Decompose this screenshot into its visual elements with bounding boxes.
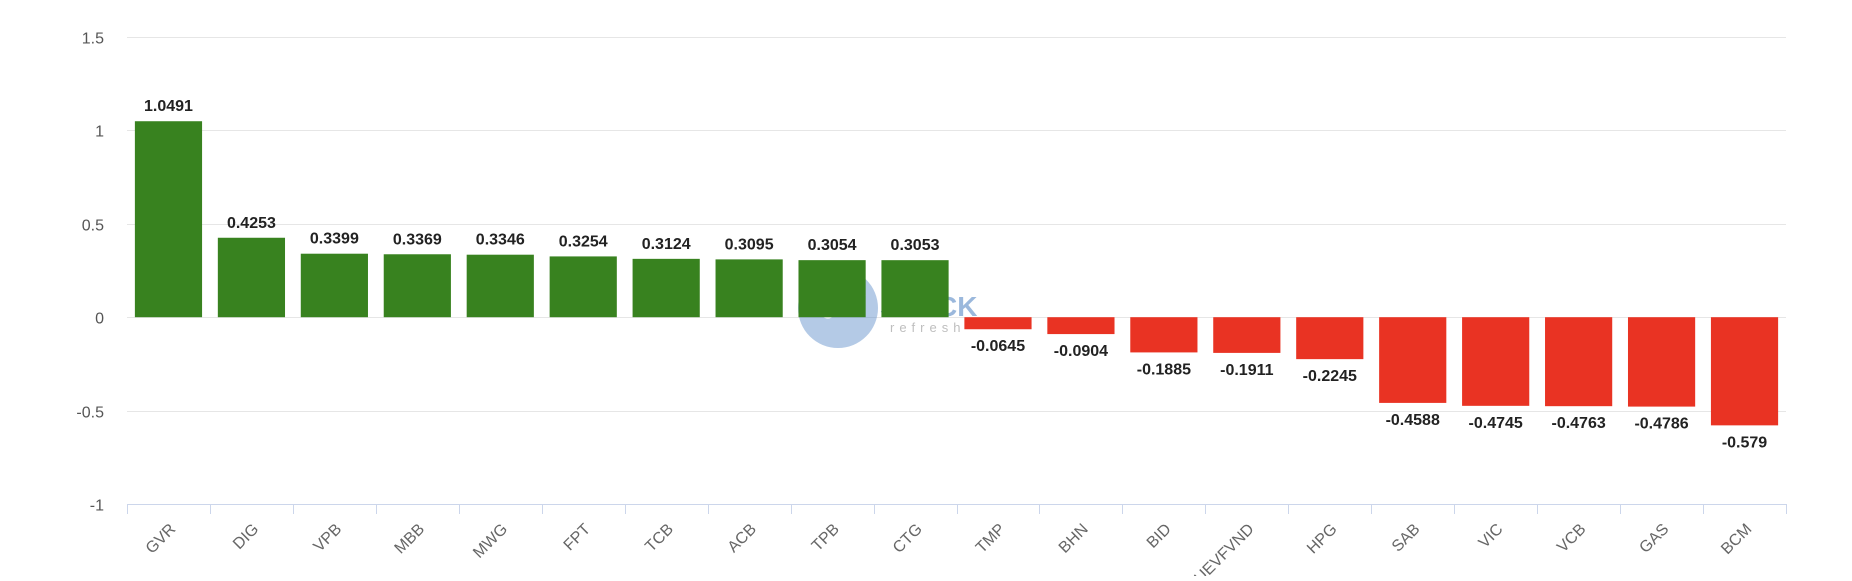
data-labels-layer: 1.0491 0.4253 0.3399 0.3369 0.3346 0.3254 0.31…: [144, 98, 1767, 451]
data-label: 0.3399: [310, 231, 359, 248]
bar-gas[interactable]: [1627, 317, 1696, 407]
y-tick-label: 1: [95, 124, 104, 141]
bar-tpb[interactable]: [798, 260, 866, 318]
data-label: -0.2245: [1303, 368, 1357, 385]
y-tick-label: 1.5: [82, 31, 104, 48]
x-tick-label: HPG: [1304, 521, 1341, 558]
x-tick-label: BID: [1144, 521, 1175, 552]
bar-acb[interactable]: [715, 259, 783, 318]
x-tick-label: GVR: [143, 521, 180, 558]
x-tick-label: VCB: [1554, 521, 1589, 556]
data-label: -0.0645: [971, 338, 1025, 355]
y-tick-label: -0.5: [76, 405, 104, 422]
data-label: 0.3254: [559, 233, 608, 250]
data-label: -0.4745: [1469, 415, 1523, 432]
grid-layer: 1.5 1 0.5 0 -0.5 -1: [76, 31, 1786, 515]
x-tick-label: TPB: [809, 521, 843, 555]
x-tick-label: FPT: [561, 521, 595, 555]
data-label: 0.3346: [476, 232, 525, 249]
x-tick-label: BHN: [1056, 521, 1092, 557]
bar-fuevfvnd[interactable]: [1213, 317, 1281, 353]
data-label: 1.0491: [144, 98, 193, 115]
x-tick-label: TCB: [642, 521, 677, 556]
data-label: 0.3054: [808, 237, 857, 254]
y-tick-label: 0: [95, 311, 104, 328]
bar-vic[interactable]: [1462, 317, 1530, 406]
watermark-subtext: refresh: [890, 320, 965, 335]
bar-tmp[interactable]: [964, 317, 1032, 330]
bar-bhn[interactable]: [1047, 317, 1115, 335]
data-label: -0.0904: [1054, 343, 1108, 360]
bar-mbb[interactable]: [383, 254, 451, 318]
data-label: -0.1911: [1220, 362, 1273, 379]
x-tick-label: GAS: [1636, 521, 1672, 557]
data-label: -0.4588: [1386, 412, 1440, 429]
x-tick-label: VPB: [311, 521, 346, 556]
x-tick-label: MWG: [470, 521, 511, 562]
x-tick-label: ACB: [725, 521, 760, 556]
x-tick-label: BCM: [1718, 521, 1755, 558]
x-tick-label: SAB: [1389, 521, 1424, 556]
bar-tcb[interactable]: [632, 258, 700, 318]
bar-hpg[interactable]: [1296, 317, 1364, 360]
data-label: 0.3124: [642, 236, 691, 253]
y-tick-label: 0.5: [82, 218, 104, 235]
bar-sab[interactable]: [1379, 317, 1447, 403]
x-axis: GVR DIG VPB MBB MWG FPT TCB ACB TPB CTG TMP BHN BID F…: [127, 504, 1787, 581]
bar-gvr[interactable]: [134, 121, 203, 318]
data-label: -0.579: [1722, 434, 1767, 451]
x-tick-label: CTG: [890, 521, 926, 557]
data-label: -0.1885: [1137, 361, 1191, 378]
x-tick-label: TMP: [973, 521, 1009, 557]
data-label: 0.4253: [227, 215, 276, 232]
bar-dig[interactable]: [217, 237, 286, 318]
bar-vpb[interactable]: [300, 253, 368, 318]
bar-bid[interactable]: [1130, 317, 1198, 353]
data-label: 0.3369: [393, 231, 442, 248]
y-tick-label: -1: [90, 498, 104, 515]
x-tick-label: DIG: [230, 521, 262, 553]
bar-ctg[interactable]: [881, 260, 949, 318]
x-tick-label: VIC: [1476, 521, 1507, 552]
data-label: -0.4786: [1634, 416, 1688, 433]
data-label: 0.3095: [725, 236, 774, 253]
bar-vcb[interactable]: [1545, 317, 1613, 407]
data-label: -0.4763: [1551, 415, 1605, 432]
bars-layer: [134, 121, 1779, 426]
bar-mwg[interactable]: [466, 254, 534, 318]
bar-fpt[interactable]: [549, 256, 617, 318]
x-tick-label: FUEVFVND: [1185, 521, 1258, 576]
data-label: 0.3053: [891, 237, 940, 254]
bar-bcm[interactable]: [1710, 317, 1779, 426]
x-tick-label: MBB: [392, 521, 429, 558]
